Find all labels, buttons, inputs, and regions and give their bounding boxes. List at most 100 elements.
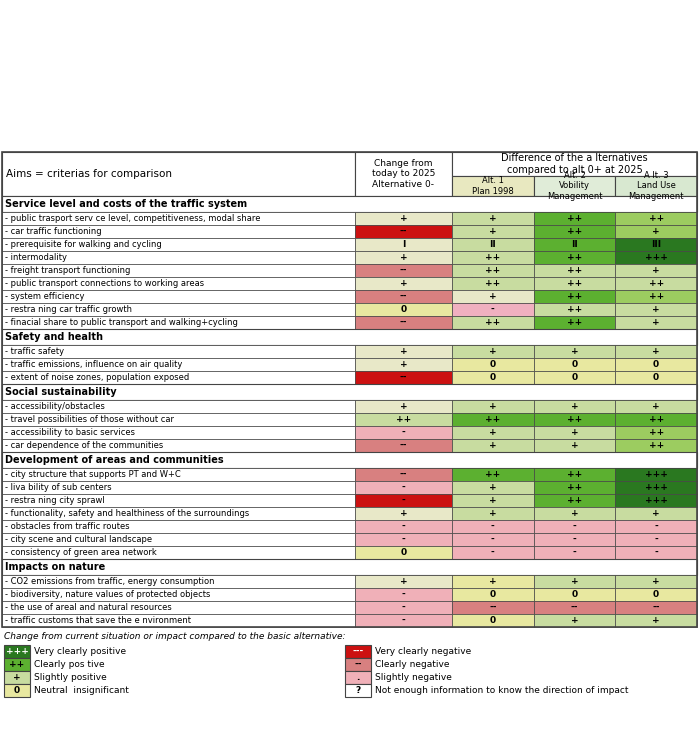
Bar — [533, 468, 615, 481]
Text: -: - — [573, 535, 576, 544]
Text: ++: ++ — [567, 214, 582, 223]
Bar — [355, 264, 452, 277]
Text: -: - — [491, 305, 495, 314]
Text: Service level and costs of the traffic system: Service level and costs of the traffic s… — [5, 199, 247, 209]
Bar — [615, 251, 697, 264]
Bar — [533, 345, 615, 358]
Text: ++: ++ — [567, 470, 582, 479]
Text: +: + — [489, 428, 496, 437]
Text: - accessibility to basic services: - accessibility to basic services — [5, 428, 135, 437]
Bar — [2, 358, 355, 371]
Text: - travel possibilities of those without car: - travel possibilities of those without … — [5, 415, 174, 424]
Bar — [533, 481, 615, 494]
Bar — [2, 413, 355, 426]
Text: +: + — [570, 428, 578, 437]
Text: +++: +++ — [645, 483, 668, 492]
Text: +: + — [13, 673, 21, 682]
Text: ++: ++ — [485, 279, 500, 288]
Text: Alt. 1
Plan 1998: Alt. 1 Plan 1998 — [472, 176, 514, 196]
Bar — [355, 507, 452, 520]
Text: +: + — [489, 214, 496, 223]
Text: - restra ning city sprawl: - restra ning city sprawl — [5, 496, 105, 505]
Text: 0: 0 — [653, 373, 659, 382]
Bar — [355, 225, 452, 238]
Bar — [533, 277, 615, 290]
Text: +: + — [489, 441, 496, 450]
Text: - obstacles from traffic routes: - obstacles from traffic routes — [5, 522, 130, 531]
Bar — [452, 588, 533, 601]
Bar — [452, 212, 533, 225]
Text: +: + — [489, 483, 496, 492]
Text: - functionality, safety and healthiness of the surroundings: - functionality, safety and healthiness … — [5, 509, 249, 518]
Bar — [2, 212, 355, 225]
Bar — [2, 152, 355, 196]
Bar — [2, 316, 355, 329]
Bar — [355, 290, 452, 303]
Bar — [452, 251, 533, 264]
Bar — [355, 371, 452, 384]
Bar — [452, 345, 533, 358]
Bar — [355, 533, 452, 546]
Bar — [615, 400, 697, 413]
Text: - traffic safety: - traffic safety — [5, 347, 64, 356]
Text: ++: ++ — [485, 266, 500, 275]
Bar — [355, 251, 452, 264]
Text: +: + — [652, 509, 660, 518]
Text: Very clearly negative: Very clearly negative — [375, 647, 471, 656]
Text: -: - — [491, 535, 495, 544]
Bar — [2, 575, 355, 588]
Bar — [355, 494, 452, 507]
Bar — [2, 251, 355, 264]
Bar — [2, 439, 355, 452]
Bar — [452, 481, 533, 494]
Text: +: + — [400, 402, 407, 411]
Bar — [452, 439, 533, 452]
Text: --: -- — [400, 470, 407, 479]
Text: -: - — [402, 483, 405, 492]
Text: -: - — [402, 428, 405, 437]
Text: --: -- — [400, 441, 407, 450]
Bar — [615, 614, 697, 627]
Text: +: + — [489, 496, 496, 505]
Text: - biodiversity, nature values of protected objects: - biodiversity, nature values of protect… — [5, 590, 211, 599]
Bar — [2, 468, 355, 481]
Text: --: -- — [400, 227, 407, 236]
Text: ++: ++ — [648, 415, 664, 424]
Text: 0: 0 — [571, 373, 577, 382]
Text: - car dependence of the communities: - car dependence of the communities — [5, 441, 163, 450]
Bar — [2, 481, 355, 494]
Bar — [615, 303, 697, 316]
Text: -: - — [491, 522, 495, 531]
Bar — [533, 225, 615, 238]
Bar — [452, 507, 533, 520]
Bar — [615, 507, 697, 520]
Text: +: + — [489, 402, 496, 411]
Bar — [2, 588, 355, 601]
Bar — [615, 520, 697, 533]
Bar — [533, 358, 615, 371]
Text: ++: ++ — [485, 470, 500, 479]
Bar — [355, 400, 452, 413]
Bar — [533, 601, 615, 614]
Text: +: + — [652, 616, 660, 625]
Text: 0: 0 — [400, 548, 407, 557]
Text: +: + — [652, 227, 660, 236]
Bar — [533, 494, 615, 507]
Text: - accessibility/obstacles: - accessibility/obstacles — [5, 402, 105, 411]
Text: +: + — [570, 577, 578, 586]
Bar — [615, 546, 697, 559]
Bar — [533, 575, 615, 588]
Text: +: + — [652, 266, 660, 275]
Bar — [533, 264, 615, 277]
Text: - restra ning car traffic growth: - restra ning car traffic growth — [5, 305, 132, 314]
Text: Social sustainability: Social sustainability — [5, 387, 117, 397]
Bar — [452, 601, 533, 614]
Text: 0: 0 — [490, 616, 496, 625]
Text: 0: 0 — [400, 305, 407, 314]
Bar — [355, 468, 452, 481]
Text: +: + — [400, 347, 407, 356]
Bar — [615, 588, 697, 601]
Text: ++: ++ — [567, 266, 582, 275]
Bar — [533, 533, 615, 546]
Bar — [452, 468, 533, 481]
